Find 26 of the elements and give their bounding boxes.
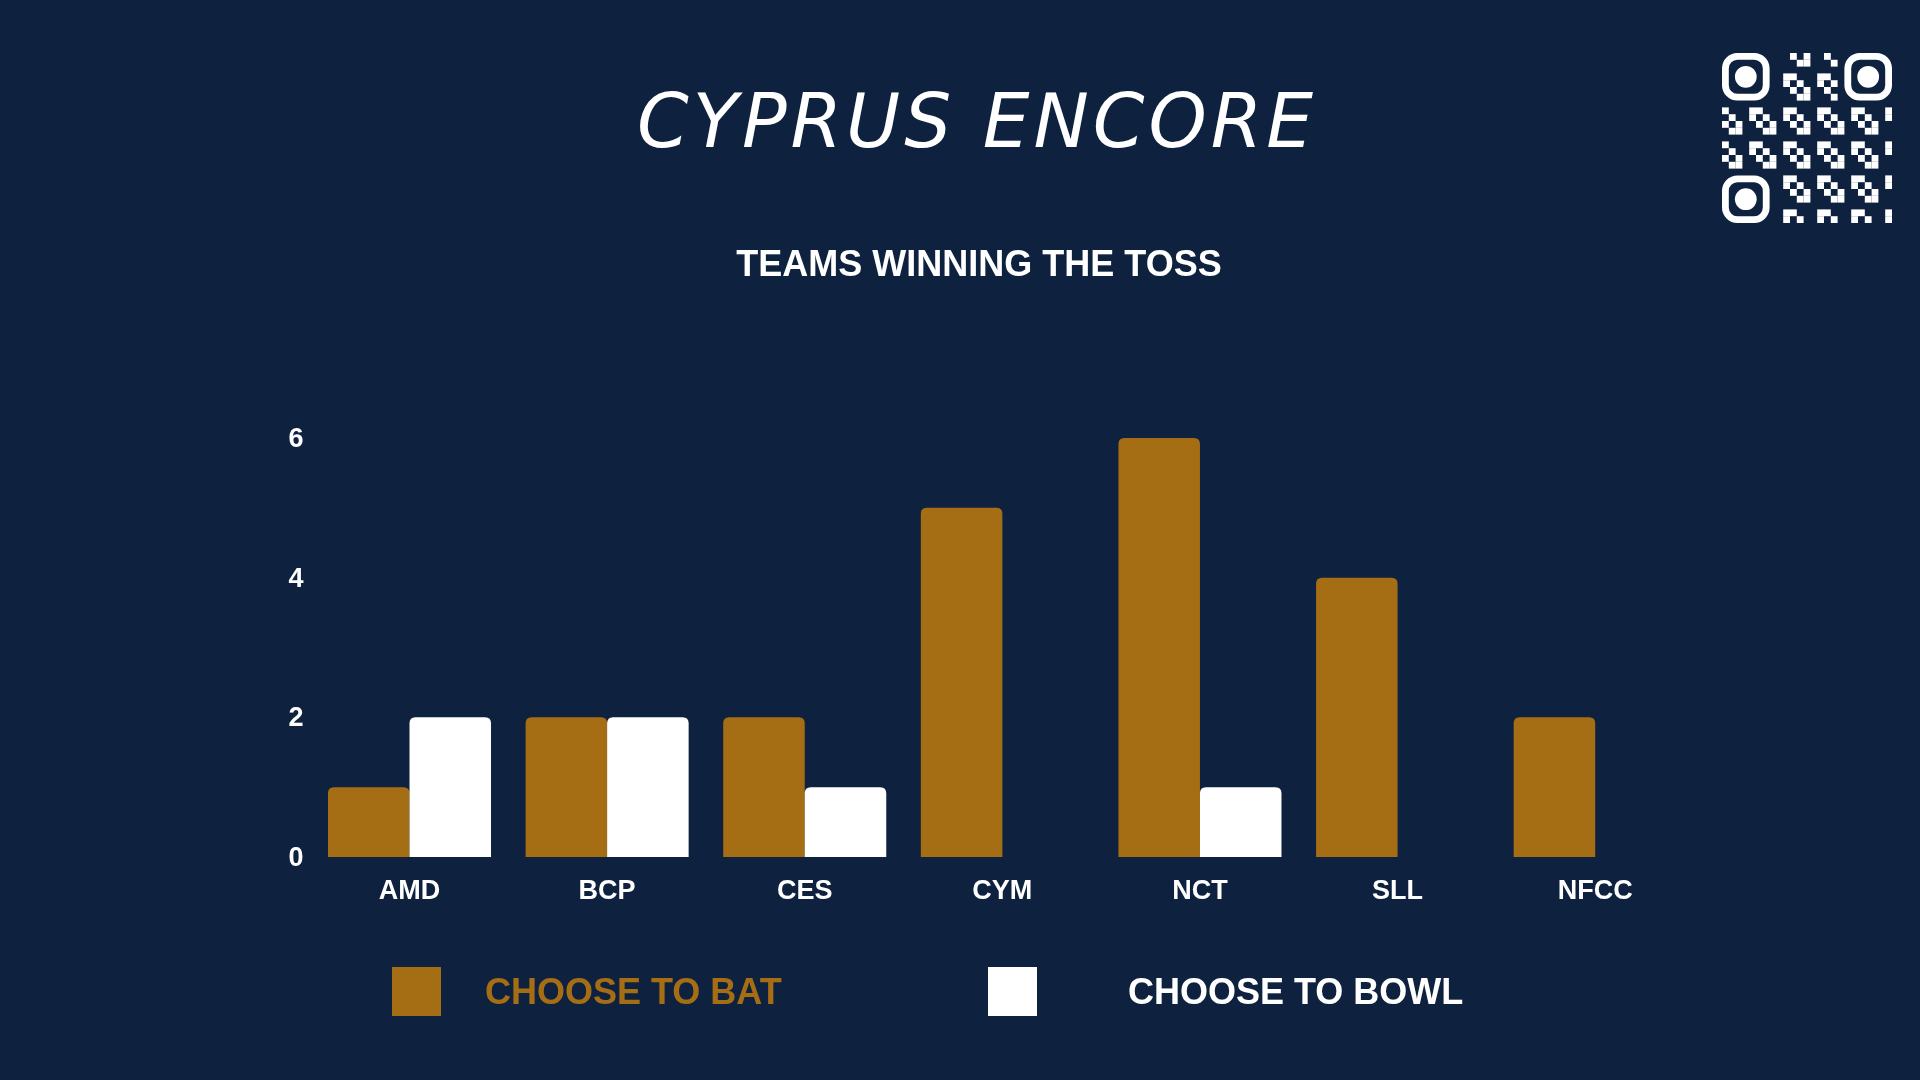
y-tick-label: 2 [288, 702, 304, 733]
bar [525, 717, 608, 857]
y-tick-label: 6 [288, 423, 304, 454]
bar [327, 787, 410, 857]
x-tick-label: AMD [378, 875, 441, 906]
bar [1513, 717, 1596, 857]
bar [409, 717, 492, 857]
chart-title: CYPRUS ENCORE [637, 78, 1317, 164]
y-tick-label: 4 [288, 562, 304, 593]
bar [1118, 438, 1200, 857]
x-tick-label: CYM [972, 875, 1033, 906]
bar [723, 717, 805, 857]
x-tick-label: SLL [1372, 875, 1424, 906]
bar [1199, 787, 1282, 857]
bar [920, 507, 1003, 857]
bar [607, 717, 689, 857]
chart-subtitle: TEAMS WINNING THE TOSS [736, 243, 1222, 284]
x-tick-label: NFCC [1557, 875, 1633, 906]
x-tick-label: CES [776, 875, 833, 906]
bar [1316, 577, 1398, 857]
text: CHOOSE TO BOWL [1128, 971, 1464, 1012]
y-tick-label: 0 [288, 842, 304, 873]
legend-label: CHOOSE TO BAT [485, 971, 782, 1012]
x-tick-label: BCP [578, 875, 636, 906]
x-tick-label: NCT [1172, 875, 1229, 906]
bar [804, 787, 887, 857]
